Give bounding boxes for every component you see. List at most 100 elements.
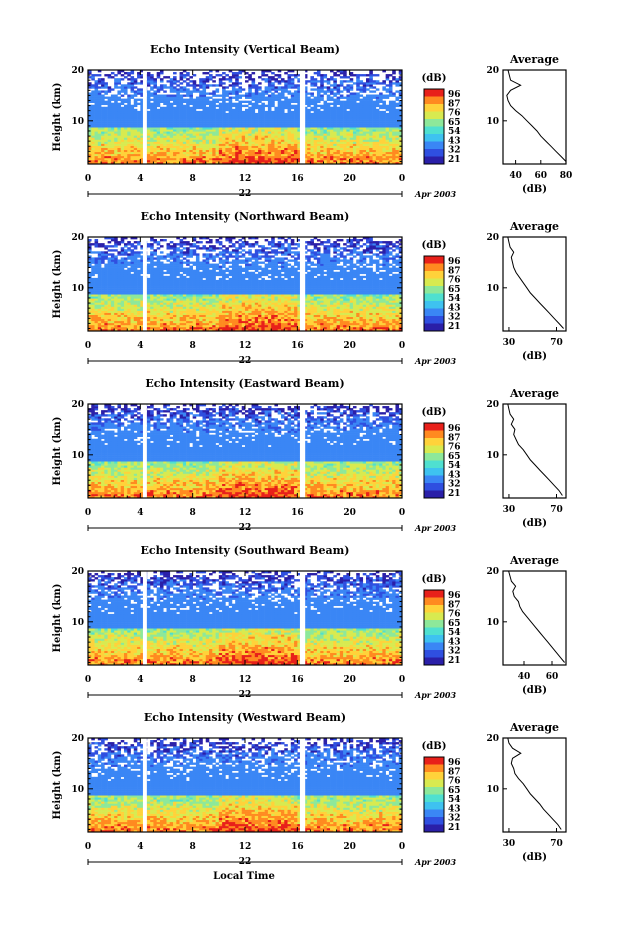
- colorbar-label: 87: [448, 266, 461, 276]
- x-tick-label: 12: [239, 174, 252, 184]
- average-x-label: (dB): [522, 184, 547, 195]
- colorbar-segment: [424, 620, 444, 628]
- y-tick-label: 20: [71, 400, 84, 410]
- colorbar-segment: [424, 635, 444, 643]
- average-x-tick-label: 60: [546, 672, 559, 682]
- y-axis-label: Height (km): [52, 417, 63, 486]
- panel-title: Echo Intensity (Southward Beam): [141, 544, 350, 557]
- x-tick-label: 4: [137, 675, 143, 685]
- x-tick-label: 4: [137, 341, 143, 351]
- colorbar-segment: [424, 308, 444, 317]
- data-gap: [299, 404, 306, 498]
- x-tick-label: 20: [343, 675, 356, 685]
- average-x-tick-label: 80: [560, 171, 573, 181]
- average-frame: [502, 570, 567, 666]
- heatmap-cells: [88, 237, 403, 332]
- colorbar-unit: (dB): [422, 73, 447, 84]
- average-x-tick-label: 30: [503, 505, 516, 515]
- x-tick-label: 0: [399, 675, 405, 685]
- average-profile: Average 30 70 20 10 (dB): [486, 387, 567, 529]
- x-tick-label: 8: [190, 508, 196, 518]
- x-tick-label: 8: [190, 675, 196, 685]
- data-gap: [142, 571, 147, 665]
- average-y-tick-label: 20: [486, 567, 499, 577]
- colorbar-segment: [424, 423, 444, 431]
- date-day: 22: [239, 857, 252, 867]
- heatmap-cells: [88, 571, 403, 666]
- average-title: Average: [509, 53, 559, 66]
- x-tick-label: 8: [190, 341, 196, 351]
- colorbar-label: 65: [448, 786, 461, 796]
- colorbar-label: 43: [448, 470, 461, 480]
- average-profile: Average 30 70 20 10 (dB): [486, 721, 567, 863]
- panel-title: Echo Intensity (Eastward Beam): [145, 377, 344, 390]
- colorbar-label: 21: [448, 823, 461, 833]
- colorbar-segment: [424, 650, 444, 658]
- colorbar-segment: [424, 657, 444, 666]
- colorbar-label: 54: [448, 461, 461, 471]
- colorbar-segment: [424, 605, 444, 613]
- panel-title: Echo Intensity (Vertical Beam): [150, 43, 340, 56]
- colorbar-segment: [424, 642, 444, 651]
- colorbar-label: 76: [448, 443, 461, 453]
- average-title: Average: [509, 554, 559, 567]
- panel-1: Echo Intensity (Vertical Beam) 0 4 8 12 16 20 0…: [52, 43, 572, 199]
- y-tick-label: 20: [71, 734, 84, 744]
- x-tick-label: 0: [85, 341, 91, 351]
- colorbar-segment: [424, 483, 444, 491]
- average-x-tick-label: 60: [535, 171, 548, 181]
- average-line: [507, 236, 564, 329]
- colorbar-label: 43: [448, 637, 461, 647]
- colorbar-label: 21: [448, 322, 461, 332]
- average-profile: Average 30 70 20 10 (dB): [486, 220, 567, 362]
- average-x-label: (dB): [522, 351, 547, 362]
- panel-2: Echo Intensity (Northward Beam) 0 4 8 12 16 20…: [52, 210, 567, 366]
- colorbar-segment: [424, 824, 444, 833]
- x-tick-label: 0: [399, 341, 405, 351]
- x-tick-label: 4: [137, 174, 143, 184]
- colorbar-segment: [424, 89, 444, 97]
- y-tick-label: 10: [71, 451, 84, 461]
- average-y-tick-label: 20: [486, 233, 499, 243]
- average-title: Average: [509, 220, 559, 233]
- colorbar-label: 96: [448, 424, 461, 434]
- colorbar-segment: [424, 271, 444, 279]
- x-tick-label: 16: [291, 174, 304, 184]
- date-label: Apr 2003: [414, 356, 457, 366]
- x-tick-label: 16: [291, 842, 304, 852]
- average-x-tick-label: 40: [509, 171, 522, 181]
- x-tick-label: 12: [239, 508, 252, 518]
- x-tick-label: 16: [291, 675, 304, 685]
- colorbar-label: 43: [448, 303, 461, 313]
- date-label: Apr 2003: [414, 189, 457, 199]
- colorbar-segment: [424, 156, 444, 165]
- colorbar-label: 87: [448, 767, 461, 777]
- panel-title: Echo Intensity (Northward Beam): [141, 210, 350, 223]
- x-tick-label: 12: [239, 675, 252, 685]
- x-axis-label: Local Time: [213, 871, 275, 882]
- colorbar-segment: [424, 445, 444, 454]
- heatmap-cells: [88, 738, 403, 833]
- date-day: 22: [239, 356, 252, 366]
- x-tick-label: 16: [291, 341, 304, 351]
- average-x-tick-label: 40: [518, 672, 531, 682]
- colorbar-segment: [424, 772, 444, 780]
- date-label: Apr 2003: [414, 690, 457, 700]
- y-axis-label: Height (km): [52, 250, 63, 319]
- x-tick-label: 20: [343, 508, 356, 518]
- y-tick-label: 10: [71, 618, 84, 628]
- colorbar-label: 32: [448, 313, 461, 323]
- colorbar-segment: [424, 468, 444, 476]
- average-title: Average: [509, 721, 559, 734]
- colorbar-segment: [424, 301, 444, 309]
- average-y-tick-label: 10: [486, 785, 499, 795]
- x-tick-label: 0: [85, 508, 91, 518]
- heatmap-cells: [88, 70, 403, 165]
- colorbar-label: 87: [448, 600, 461, 610]
- date-label: Apr 2003: [414, 857, 457, 867]
- colorbar-label: 65: [448, 452, 461, 462]
- average-x-label: (dB): [522, 518, 547, 529]
- average-frame: [502, 236, 567, 332]
